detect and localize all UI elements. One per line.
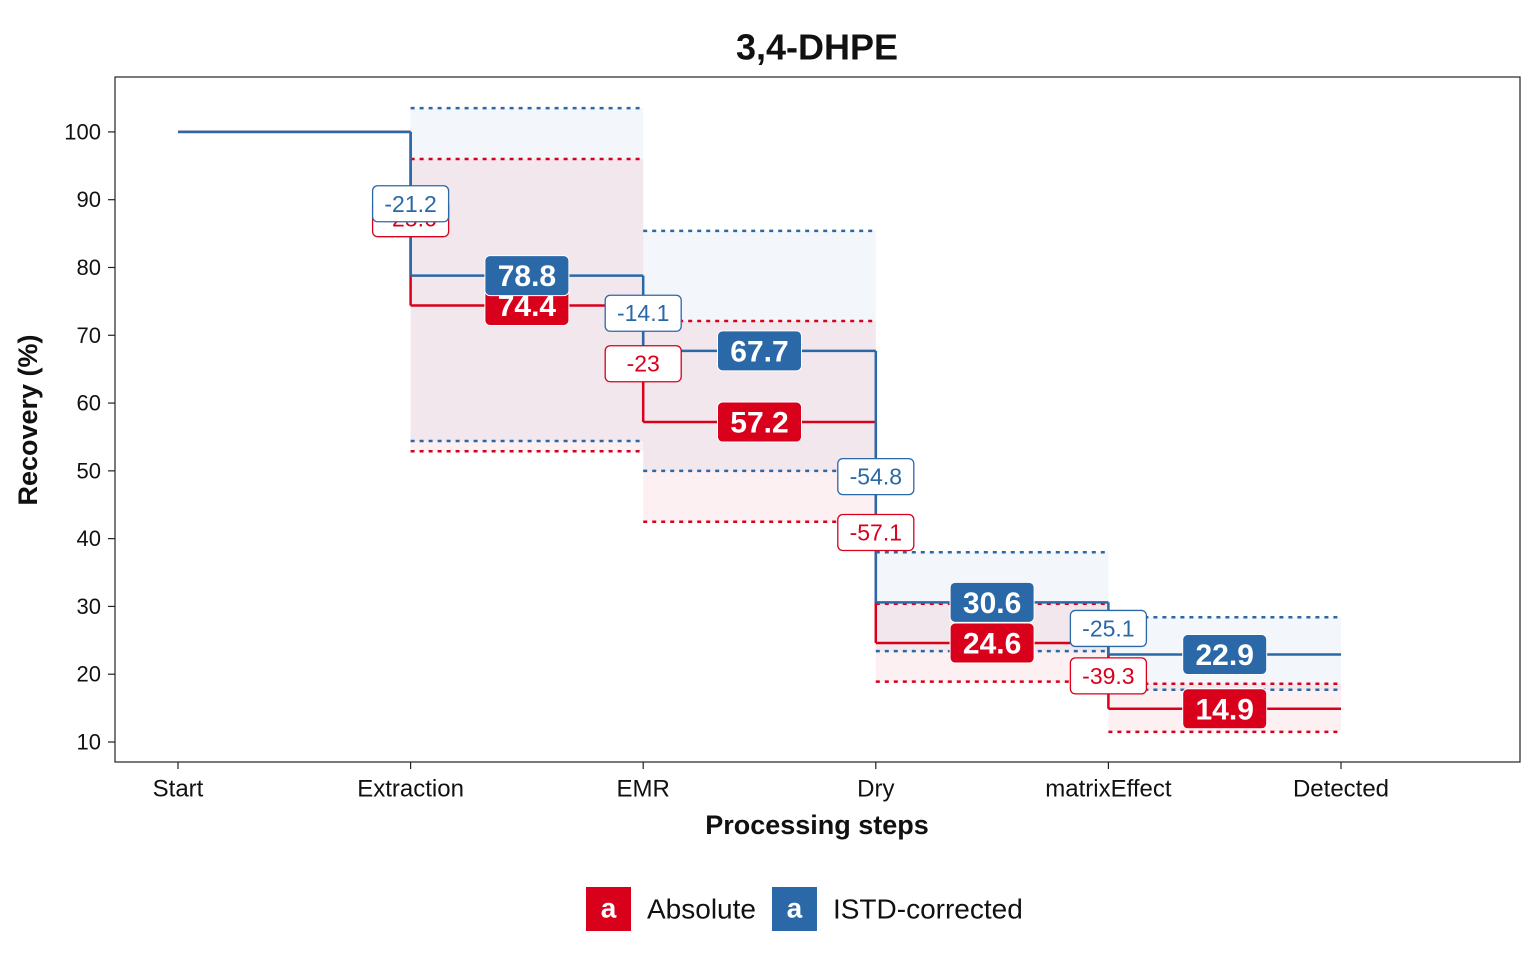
- change-label-box: [837, 513, 915, 552]
- change-label: -25.1: [1082, 615, 1134, 641]
- change-label: -14.1: [617, 300, 669, 326]
- value-label-box: [949, 581, 1035, 623]
- y-tick-label: 80: [77, 255, 101, 280]
- change-label: -54.8: [850, 464, 902, 490]
- change-label: -39.3: [1082, 663, 1134, 689]
- x-axis-title: Processing steps: [705, 810, 929, 840]
- legend: a Absolute a ISTD-corrected: [586, 887, 1023, 931]
- value-label-box: [484, 255, 570, 297]
- change-label: -57.1: [850, 520, 902, 546]
- value-label: 67.7: [730, 335, 788, 368]
- value-label-box: [949, 622, 1035, 664]
- change-label-box: [604, 345, 682, 383]
- y-tick-label: 10: [77, 730, 101, 755]
- value-label: 30.6: [963, 587, 1021, 620]
- x-tick-label: Detected: [1293, 776, 1389, 803]
- legend-key-glyph: a: [601, 893, 617, 924]
- change-label-box: [837, 457, 915, 496]
- x-tick-label: matrixEffect: [1045, 776, 1172, 803]
- legend-key-glyph: a: [787, 893, 803, 924]
- x-tick-label: Start: [153, 776, 204, 803]
- y-tick-label: 70: [77, 323, 101, 348]
- value-label: 22.9: [1196, 639, 1254, 672]
- legend-label: ISTD-corrected: [833, 894, 1023, 925]
- value-label: 14.9: [1196, 693, 1254, 726]
- value-label-box: [1182, 634, 1268, 676]
- x-tick-label: EMR: [617, 776, 670, 803]
- x-tick-label: Dry: [857, 776, 894, 803]
- change-label-box: [371, 185, 450, 223]
- value-label: 24.6: [963, 628, 1021, 661]
- legend-key: [771, 887, 817, 931]
- legend-label: Absolute: [647, 894, 756, 925]
- y-tick-label: 100: [64, 119, 101, 144]
- y-tick-label: 90: [77, 187, 101, 212]
- plot-area: -25.6-23-57.1-39.374.457.224.614.9-21.2-…: [178, 106, 1341, 734]
- change-label-box: [604, 294, 682, 332]
- change-label-box: [1069, 609, 1148, 648]
- y-tick-label: 40: [77, 526, 101, 551]
- y-axis-title: Recovery (%): [13, 334, 43, 505]
- change-label: -23: [627, 351, 660, 377]
- y-tick-label: 60: [77, 391, 101, 416]
- value-label: 57.2: [730, 407, 788, 440]
- value-label-box: [717, 330, 802, 372]
- value-label-box: [717, 401, 802, 443]
- change-label: -21.2: [384, 191, 436, 217]
- x-tick-label: Extraction: [357, 776, 464, 803]
- y-tick-label: 30: [77, 594, 101, 619]
- panel-border: [114, 76, 1521, 763]
- value-label-box: [1182, 688, 1268, 730]
- value-label: 78.8: [498, 260, 556, 293]
- chart-title: 3,4-DHPE: [736, 27, 898, 68]
- change-label-box: [1069, 657, 1148, 695]
- legend-key: [586, 887, 631, 931]
- y-tick-label: 50: [77, 458, 101, 483]
- y-tick-label: 20: [77, 662, 101, 687]
